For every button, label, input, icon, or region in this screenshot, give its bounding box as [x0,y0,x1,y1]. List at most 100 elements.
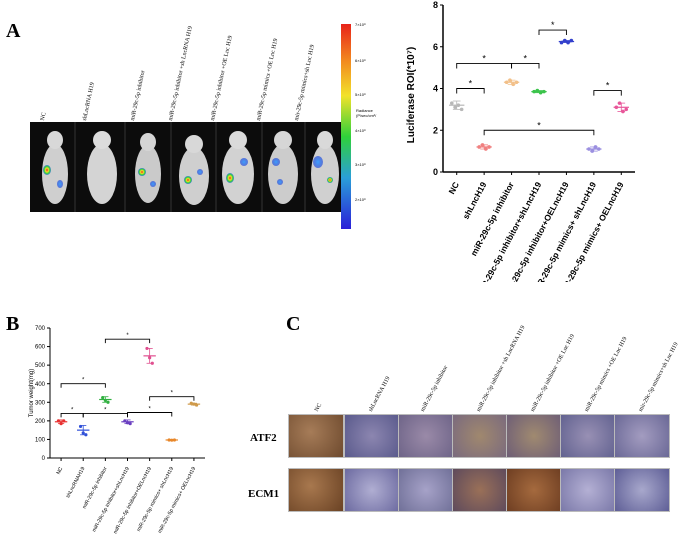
x-tick-label: shLncH19 [461,180,489,221]
significance-bracket [593,90,622,96]
data-point [477,145,482,149]
significance-star: * [82,378,85,384]
significance-bracket [456,88,485,94]
ihc-atf2-shlnc [344,414,400,458]
data-point [106,400,110,404]
ihc-ecm1-inhibitor [398,468,454,512]
ihc-atf2-nc [288,414,344,458]
significance-star: * [104,407,107,413]
ihc-ecm1-inhibitor-oe [506,468,562,512]
data-point [596,147,601,151]
data-point [542,89,546,94]
significance-star: * [551,20,555,30]
data-point [167,438,171,442]
ihc-label-mimics-sh: mir-29c-5p mimics+sh Lnc H19 [638,341,680,413]
imaging-label-inhibitor: miR-29c-5p inhibitor [130,69,147,122]
data-point [562,38,567,43]
imaging-label-inhibitor-sh: miR-29c-5p inhibitor +sh LncRNA H19 [168,25,194,122]
panel-label-b: B [6,313,20,335]
y-tick-label: 2 [433,125,438,135]
data-point [621,109,625,114]
significance-star: * [171,391,174,397]
data-point [172,438,177,442]
colorbar-title: Radiance (P/sec/cm²/ [356,108,377,118]
imaging-label-shlnc: shLncRNA H19 [82,82,96,122]
data-point [194,403,199,407]
significance-star: * [71,407,74,413]
imaging-label-mimics-sh: mir-29c-5p mimics+sh Lnc H19 [294,44,316,122]
data-point [56,419,61,423]
panel-label-a: A [6,20,21,42]
ihc-atf2-mimics-sh [614,414,670,458]
panel-label-c: C [286,313,301,335]
imaging-label-inhibitor-oe: miR-29c-5p inhibitor +OE Lnc H19 [210,35,234,122]
ihc-atf2-inhibitor-oe [506,414,562,458]
data-point [480,143,485,147]
data-point [617,101,622,105]
data-point [148,356,152,360]
ihc-ecm1-inhibitor-sh [452,468,508,512]
data-point [150,361,154,365]
significance-bracket [104,338,151,344]
data-point [78,424,83,429]
ihc-ecm1-mimics-sh [614,468,670,512]
ihc-ecm1-shlnc [344,468,400,512]
x-tick-label: NC [446,180,461,196]
x-tick-label: miR-29c-5p mimics+ OELncH19 [157,466,197,534]
y-tick-label: 300 [35,400,46,406]
luciferase-y-axis-label: Luciferase ROI(*10⁷) [406,47,417,143]
colorbar-tick-3: 4×10⁸ [355,128,366,133]
data-point [128,422,132,426]
significance-star: * [537,120,541,130]
data-point [483,147,488,151]
tumor-weight-chart: Tumor weight(mg) 0 100 200 300 400 500 600 700 N… [29,326,205,535]
y-tick-label: 700 [35,326,46,332]
x-tick-label: NC [56,466,65,476]
data-point [101,396,105,400]
mouse-5 [222,131,254,204]
data-point [514,80,519,85]
ihc-row-label-atf2: ATF2 [250,432,277,444]
data-point [456,103,461,107]
data-point [535,88,540,93]
data-point [532,89,536,94]
colorbar-tick-1: 6×10⁸ [355,58,366,63]
data-point [624,107,629,112]
significance-star: * [524,53,528,63]
data-point [538,90,543,95]
ihc-label-shlnc: shLncRNA H19 [368,375,392,413]
significance-star: * [148,407,151,413]
data-point [123,419,127,423]
data-point [487,145,491,149]
data-point [189,401,193,405]
mouse-4 [179,135,209,205]
significance-bracket [538,29,567,36]
data-point [511,82,516,87]
significance-star: * [482,53,486,63]
ihc-atf2-inhibitor-sh [452,414,508,458]
x-tick-label: shLncRNAH19 [65,466,86,499]
mouse-6 [268,131,298,204]
data-point [125,421,130,425]
significance-bracket [456,63,513,69]
ihc-label-nc: NC [314,402,324,413]
mouse-1 [42,131,68,204]
data-point [62,419,66,423]
ihc-label-mimics-oe: miR-29c-5p mimics +OE Lnc H19 [584,336,629,413]
significance-bracket [149,396,195,401]
colorbar-tick-2: 5×10⁸ [355,92,366,97]
significance-bracket [60,412,84,418]
data-point [170,438,174,442]
data-point [569,38,574,43]
significance-bracket [511,63,540,69]
mouse-2 [87,131,117,204]
data-point [559,40,564,45]
ihc-atf2-inhibitor [398,414,454,458]
data-point [59,422,63,426]
imaging-label-nc: NC [40,111,48,122]
y-tick-label: 0 [42,456,46,462]
bioluminescence-mice [42,122,339,212]
significance-bracket [60,383,106,388]
y-tick-label: 500 [35,363,46,369]
ihc-ecm1-nc [288,468,344,512]
